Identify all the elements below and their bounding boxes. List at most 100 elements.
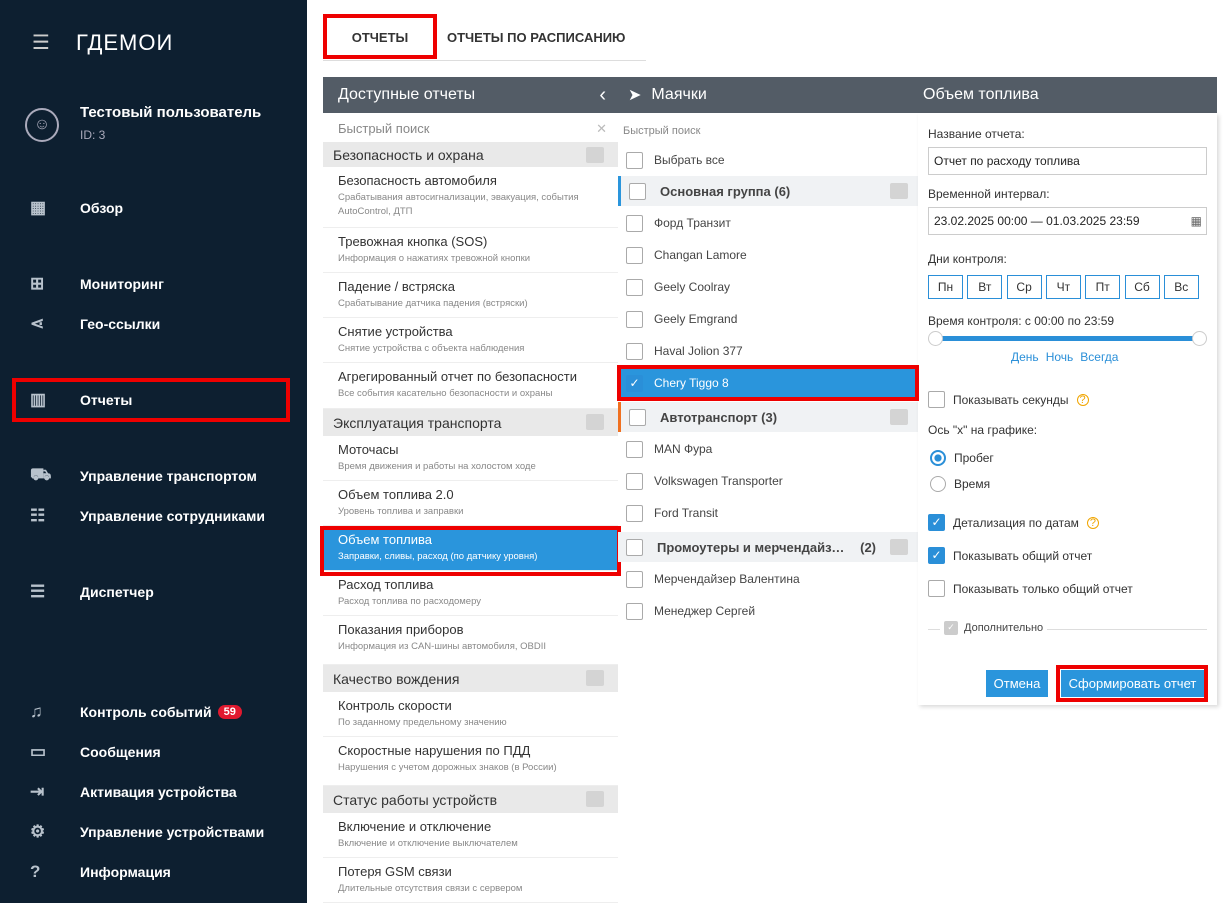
- interval-input[interactable]: 23.02.2025 00:00 — 01.03.2025 23:59 ▦: [928, 207, 1207, 235]
- collapse-icon[interactable]: [586, 147, 604, 163]
- sidebar-item-6[interactable]: ☰ Диспетчер: [30, 582, 154, 602]
- select-all-checkbox[interactable]: Выбрать все: [618, 145, 918, 175]
- tracker-item[interactable]: Haval Jolion 377: [618, 336, 918, 366]
- tracker-group-header[interactable]: Промоутеры и мерчендайзе... (2): [618, 532, 918, 562]
- group-checkbox[interactable]: [629, 182, 646, 200]
- tracker-group-header[interactable]: Основная группа (6): [618, 176, 918, 206]
- day-toggle-6[interactable]: Вс: [1163, 275, 1199, 299]
- report-item[interactable]: Безопасность автомобиля Срабатывания авто…: [323, 167, 618, 228]
- report-name-input[interactable]: Отчет по расходу топлива: [928, 147, 1207, 175]
- time-slider-track[interactable]: [935, 336, 1199, 341]
- day-toggle-4[interactable]: Пт: [1085, 275, 1121, 299]
- collapse-icon[interactable]: [890, 183, 908, 199]
- group-checkbox[interactable]: [626, 538, 643, 556]
- tracker-item[interactable]: Changan Lamore: [618, 240, 918, 270]
- report-group-header[interactable]: Статус работы устройств: [323, 786, 618, 813]
- tracker-item[interactable]: Ford Transit: [618, 498, 918, 528]
- x-axis-mileage-radio[interactable]: Пробег: [930, 450, 994, 466]
- report-item[interactable]: Агрегированный отчет по безопасности Все …: [323, 363, 618, 409]
- report-group-header[interactable]: Эксплуатация транспорта: [323, 409, 618, 436]
- report-item[interactable]: Расход топлива Расход топлива по расходом…: [323, 571, 618, 616]
- report-item[interactable]: Тревожная кнопка (SOS) Информация о нажат…: [323, 228, 618, 273]
- report-item[interactable]: Потеря GSM связи Длительные отсутствия св…: [323, 858, 618, 903]
- calendar-icon[interactable]: ▦: [1190, 214, 1202, 228]
- collapse-icon[interactable]: [586, 414, 604, 430]
- collapse-icon[interactable]: [890, 409, 908, 425]
- reports-search-input[interactable]: Быстрый поиск ✕: [333, 117, 613, 140]
- generate-report-button[interactable]: Сформировать отчет: [1061, 670, 1204, 697]
- tracker-checkbox[interactable]: [626, 342, 643, 360]
- report-group-header[interactable]: Безопасность и охрана: [323, 142, 618, 167]
- day-toggle-1[interactable]: Вт: [967, 275, 1003, 299]
- tracker-item[interactable]: Volkswagen Transporter: [618, 466, 918, 496]
- detail-by-dates-checkbox[interactable]: ✓ Детализация по датам?: [928, 514, 1099, 531]
- tracker-item[interactable]: Менеджер Сергей: [618, 596, 918, 626]
- sidebar-item-9[interactable]: ⇥ Активация устройства: [30, 782, 237, 802]
- collapse-icon[interactable]: [586, 670, 604, 686]
- tracker-checkbox[interactable]: [626, 310, 643, 328]
- menu-collapse-icon[interactable]: ☰: [32, 32, 50, 54]
- tracker-checkbox[interactable]: [626, 246, 643, 264]
- trackers-search-input[interactable]: Быстрый поиск: [623, 125, 701, 137]
- tracker-checkbox[interactable]: [626, 570, 643, 588]
- tracker-item[interactable]: Форд Транзит: [618, 208, 918, 238]
- report-item[interactable]: Объем топлива Заправки, сливы, расход (по…: [323, 526, 618, 571]
- only-total-checkbox[interactable]: Показывать только общий отчет: [928, 580, 1133, 597]
- sidebar-item-11[interactable]: ? Информация: [30, 862, 171, 882]
- day-toggle-5[interactable]: Сб: [1124, 275, 1160, 299]
- sidebar-item-5[interactable]: ☷ Управление сотрудниками: [30, 506, 265, 526]
- cancel-button[interactable]: Отмена: [986, 670, 1048, 697]
- tracker-item[interactable]: ✓ Chery Tiggo 8: [618, 368, 918, 398]
- sidebar-item-2[interactable]: ⋖ Гео-ссылки: [30, 314, 160, 334]
- tracker-checkbox[interactable]: [626, 602, 643, 620]
- sidebar-item-8[interactable]: ▭ Сообщения: [30, 742, 161, 762]
- tracker-group-header[interactable]: Автотранспорт (3): [618, 402, 918, 432]
- report-item[interactable]: Контроль скорости По заданному предельном…: [323, 692, 618, 737]
- report-item[interactable]: Скоростные нарушения по ПДД Нарушения с у…: [323, 737, 618, 786]
- tracker-item[interactable]: Мерчендайзер Валентина: [618, 564, 918, 594]
- collapse-icon[interactable]: [586, 791, 604, 807]
- report-group-header[interactable]: Качество вождения: [323, 665, 618, 692]
- show-seconds-checkbox[interactable]: Показывать секунды?: [928, 391, 1089, 408]
- report-item[interactable]: Снятие устройства Снятие устройства с объ…: [323, 318, 618, 363]
- tracker-checkbox[interactable]: [626, 504, 643, 522]
- sidebar-item-10[interactable]: ⚙ Управление устройствами: [30, 822, 264, 842]
- tab-reports[interactable]: ОТЧЕТЫ: [351, 29, 409, 45]
- clear-icon[interactable]: ✕: [596, 121, 607, 136]
- collapse-icon[interactable]: [890, 539, 908, 555]
- sidebar-item-1[interactable]: ⊞ Мониторинг: [30, 274, 164, 294]
- preset-night-link[interactable]: Ночь: [1045, 350, 1074, 364]
- preset-always-link[interactable]: Всегда: [1080, 350, 1119, 364]
- avatar[interactable]: ☺: [25, 108, 59, 142]
- tracker-checkbox[interactable]: [626, 214, 643, 232]
- tracker-item[interactable]: Geely Coolray: [618, 272, 918, 302]
- sidebar-item-3[interactable]: ▥ Отчеты: [30, 390, 132, 410]
- chevron-left-icon[interactable]: ‹: [599, 83, 606, 106]
- report-item[interactable]: Объем топлива 2.0 Уровень топлива и запра…: [323, 481, 618, 526]
- report-item[interactable]: Падение / встряска Срабатывание датчика п…: [323, 273, 618, 318]
- additional-toggle[interactable]: ✓ Дополнительно: [940, 621, 1048, 635]
- report-item[interactable]: Показания приборов Информация из CAN-шины…: [323, 616, 618, 665]
- tracker-checkbox[interactable]: [626, 472, 643, 490]
- tab-scheduled-reports[interactable]: ОТЧЕТЫ ПО РАСПИСАНИЮ: [447, 29, 626, 45]
- tracker-checkbox[interactable]: ✓: [626, 374, 643, 392]
- tracker-item[interactable]: Geely Emgrand: [618, 304, 918, 334]
- help-icon[interactable]: ?: [1076, 393, 1089, 406]
- report-item[interactable]: Моточасы Время движения и работы на холос…: [323, 436, 618, 481]
- sidebar-item-0[interactable]: ▦ Обзор: [30, 198, 123, 218]
- show-total-checkbox[interactable]: ✓ Показывать общий отчет: [928, 547, 1092, 564]
- help-icon[interactable]: ?: [1086, 516, 1099, 529]
- x-axis-time-radio[interactable]: Время: [930, 476, 990, 492]
- day-toggle-2[interactable]: Ср: [1006, 275, 1042, 299]
- tracker-checkbox[interactable]: [626, 278, 643, 296]
- tracker-item[interactable]: MAN Фура: [618, 434, 918, 464]
- time-slider-start-handle[interactable]: [928, 331, 943, 346]
- group-checkbox[interactable]: [629, 408, 646, 426]
- day-toggle-3[interactable]: Чт: [1045, 275, 1081, 299]
- sidebar-item-7[interactable]: ♫ Контроль событий 59: [30, 702, 242, 722]
- day-toggle-0[interactable]: Пн: [928, 275, 963, 299]
- preset-day-link[interactable]: День: [1011, 350, 1039, 364]
- sidebar-item-4[interactable]: ⛟ Управление транспортом: [30, 465, 257, 486]
- report-item[interactable]: Включение и отключение Включение и отключ…: [323, 813, 618, 858]
- time-slider-end-handle[interactable]: [1192, 331, 1207, 346]
